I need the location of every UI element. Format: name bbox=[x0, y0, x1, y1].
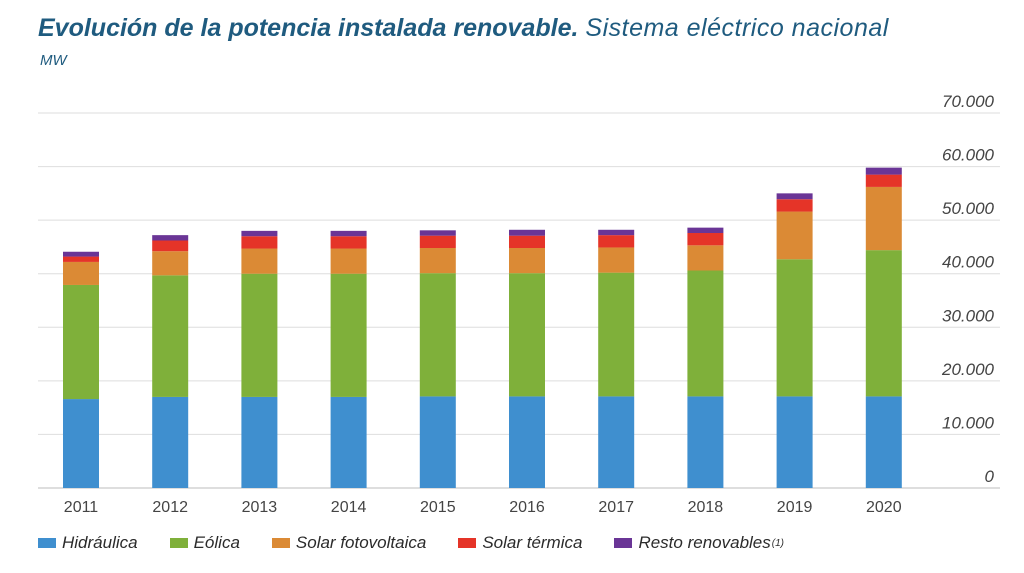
x-tick-label-2015: 2015 bbox=[420, 499, 456, 516]
bar-2018-hidráulica bbox=[687, 396, 724, 488]
bar-2011-solar-fotovoltaica bbox=[63, 261, 99, 285]
bar-2011-resto-renovables bbox=[63, 251, 99, 257]
legend-item-resto-renovables: Resto renovables (1) bbox=[614, 533, 784, 553]
bar-2019-eólica bbox=[776, 259, 813, 397]
y-tick-label-4: 40.000 bbox=[942, 253, 995, 272]
bar-2014-solar-térmica bbox=[330, 236, 367, 249]
bar-2011-eólica bbox=[63, 284, 99, 400]
bar-2014-solar-fotovoltaica bbox=[330, 248, 367, 274]
legend-swatch-solar-termica bbox=[458, 538, 477, 548]
y-tick-label-7: 70.000 bbox=[942, 92, 995, 111]
bar-2017-hidráulica bbox=[598, 396, 635, 488]
legend-label-eolica: Eólica bbox=[193, 533, 240, 552]
bar-2014-resto-renovables bbox=[330, 230, 367, 237]
x-tick-label-2012: 2012 bbox=[152, 499, 188, 516]
y-tick-label-6: 60.000 bbox=[942, 146, 995, 165]
x-tick-label-2020: 2020 bbox=[866, 499, 902, 516]
bar-2018-resto-renovables bbox=[687, 227, 724, 233]
legend-item-solar-termica: Solar térmica bbox=[458, 533, 582, 553]
bar-2014-hidráulica bbox=[330, 396, 367, 488]
bar-2015-solar-fotovoltaica bbox=[419, 248, 456, 274]
legend-footnote-marker: (1) bbox=[771, 537, 784, 549]
legend-swatch-solar-fotovoltaica bbox=[271, 538, 290, 548]
legend-item-hidraulica: Hidráulica bbox=[38, 533, 138, 553]
legend-label-resto-renovables: Resto renovables bbox=[638, 533, 771, 552]
y-tick-label-5: 50.000 bbox=[942, 199, 995, 218]
bar-2020-solar-térmica bbox=[865, 174, 902, 187]
units-label: MW bbox=[40, 52, 67, 69]
bar-2018-solar-térmica bbox=[687, 233, 724, 246]
legend-label-solar-fotovoltaica: Solar fotovoltaica bbox=[295, 533, 427, 552]
bar-2013-solar-fotovoltaica bbox=[241, 248, 278, 274]
chart-title-main: Evolución de la potencia instalada renov… bbox=[38, 14, 579, 42]
bar-2013-eólica bbox=[241, 273, 278, 397]
bar-2016-resto-renovables bbox=[509, 229, 545, 236]
bar-2011-hidráulica bbox=[63, 399, 99, 488]
legend-swatch-hidraulica bbox=[38, 538, 56, 548]
stacked-bar-chart: 0 10.000 20.000 30.000 40.000 50.000 60.000 70.… bbox=[38, 92, 1000, 516]
bar-2013-solar-térmica bbox=[241, 236, 278, 249]
y-tick-label-3: 30.000 bbox=[942, 306, 995, 325]
bar-2013-hidráulica bbox=[241, 396, 278, 488]
bar-2012-solar-fotovoltaica bbox=[152, 251, 189, 276]
bar-2012-solar-térmica bbox=[152, 240, 189, 252]
x-tick-label-2018: 2018 bbox=[688, 499, 724, 516]
bar-2014-eólica bbox=[330, 273, 367, 397]
bar-2018-eólica bbox=[687, 270, 724, 397]
legend-label-hidraulica: Hidráulica bbox=[62, 533, 138, 552]
bar-2017-eólica bbox=[598, 272, 635, 397]
bar-2020-eólica bbox=[865, 250, 902, 397]
y-tick-label-1: 10.000 bbox=[942, 413, 995, 432]
bar-2011-solar-térmica bbox=[63, 256, 99, 262]
bar-2019-solar-fotovoltaica bbox=[776, 211, 813, 260]
legend-item-eolica: Eólica bbox=[169, 533, 240, 553]
chart-title-subtitle: Sistema eléctrico nacional bbox=[585, 14, 889, 42]
bar-2013-resto-renovables bbox=[241, 230, 278, 237]
chart-title: Evolución de la potencia instalada renov… bbox=[38, 14, 889, 43]
bar-2020-hidráulica bbox=[865, 396, 902, 488]
bar-2015-solar-térmica bbox=[419, 235, 456, 248]
x-tick-label-2017: 2017 bbox=[598, 499, 634, 516]
bar-2015-eólica bbox=[419, 273, 456, 397]
bar-2019-solar-térmica bbox=[776, 199, 813, 212]
bar-2016-solar-térmica bbox=[509, 235, 545, 248]
x-tick-label-2014: 2014 bbox=[331, 499, 367, 516]
legend-label-solar-termica: Solar térmica bbox=[482, 533, 583, 552]
x-tick-label-2013: 2013 bbox=[242, 499, 278, 516]
x-tick-label-2019: 2019 bbox=[777, 499, 813, 516]
bar-2020-resto-renovables bbox=[865, 167, 902, 175]
bar-2020-solar-fotovoltaica bbox=[865, 186, 902, 251]
x-tick-label-2016: 2016 bbox=[509, 499, 545, 516]
legend-swatch-resto-renovables bbox=[614, 538, 633, 548]
bar-2015-hidráulica bbox=[419, 396, 456, 488]
bar-2016-hidráulica bbox=[509, 396, 545, 488]
y-tick-label-0: 0 bbox=[985, 467, 995, 486]
bar-2018-solar-fotovoltaica bbox=[687, 245, 724, 271]
bar-2019-resto-renovables bbox=[776, 193, 813, 200]
legend: Hidráulica Eólica Solar fotovoltaica Sol… bbox=[38, 533, 816, 553]
bar-2012-hidráulica bbox=[152, 396, 189, 488]
bar-2015-resto-renovables bbox=[419, 230, 456, 236]
bar-2019-hidráulica bbox=[776, 396, 813, 488]
bar-2016-eólica bbox=[509, 273, 545, 397]
bar-2017-solar-fotovoltaica bbox=[598, 247, 635, 273]
bar-2012-eólica bbox=[152, 275, 189, 397]
x-tick-label-2011: 2011 bbox=[64, 499, 99, 516]
bar-2012-resto-renovables bbox=[152, 235, 189, 241]
bar-2017-solar-térmica bbox=[598, 235, 635, 248]
bar-2016-solar-fotovoltaica bbox=[509, 248, 545, 274]
bar-2017-resto-renovables bbox=[598, 229, 635, 236]
y-tick-label-2: 20.000 bbox=[941, 360, 995, 379]
legend-item-solar-fotovoltaica: Solar fotovoltaica bbox=[271, 533, 427, 553]
legend-swatch-eolica bbox=[169, 538, 188, 548]
